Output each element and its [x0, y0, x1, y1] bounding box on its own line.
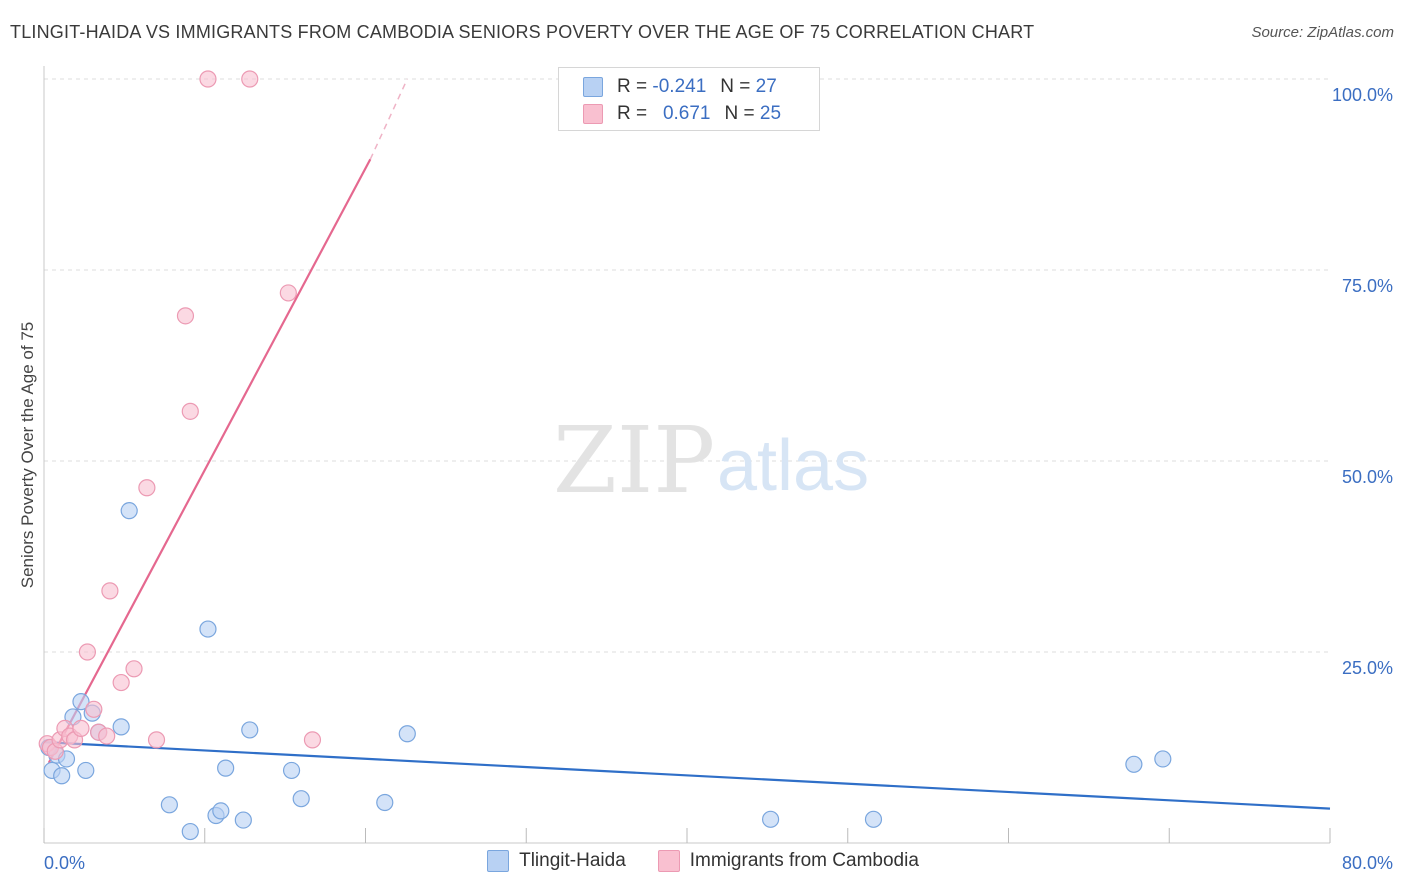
point-cambodia — [176, 307, 195, 325]
legend-row-cambodia: R = 0.671 N = 25 — [583, 102, 781, 126]
point-cambodia — [199, 70, 217, 88]
y-tick-label: 50.0% — [1342, 467, 1393, 487]
watermark: ZIP atlas — [553, 407, 869, 514]
legend-n-value: 25 — [759, 103, 782, 124]
point-tlingit-haida — [160, 796, 178, 814]
x-tick-label: 80.0% — [1342, 853, 1393, 873]
point-tlingit-haida — [1154, 750, 1172, 768]
legend-swatch-blue — [487, 850, 510, 872]
point-tlingit-haida — [398, 725, 416, 743]
point-cambodia — [85, 700, 103, 718]
chart-title: TLINGIT-HAIDA VS IMMIGRANTS FROM CAMBODI… — [10, 22, 1035, 42]
point-tlingit-haida — [120, 502, 138, 520]
point-cambodia — [101, 582, 119, 600]
point-tlingit-haida — [181, 822, 199, 841]
legend-label: Immigrants from Cambodia — [689, 850, 919, 871]
legend-n-label: N = — [724, 103, 755, 124]
legend-swatch-pink — [657, 850, 680, 872]
point-tlingit-haida — [212, 802, 230, 820]
point-cambodia — [138, 479, 156, 497]
point-tlingit-haida — [1125, 755, 1143, 773]
legend-item-cambodia[interactable]: Immigrants from Cambodia — [657, 850, 919, 872]
trend-line-tlingit-haida — [43, 741, 1331, 810]
legend-n-label: N = — [720, 76, 751, 97]
point-cambodia — [112, 673, 130, 692]
point-cambodia — [78, 643, 97, 661]
legend-label: Tlingit-Haida — [519, 850, 626, 871]
trend-lines — [43, 78, 1331, 810]
point-cambodia — [72, 719, 90, 738]
trend-line-cambodia — [47, 158, 372, 764]
legend-r-value: 0.671 — [662, 103, 711, 124]
point-tlingit-haida — [292, 790, 310, 808]
point-cambodia — [303, 731, 322, 749]
x-tick-label: 0.0% — [44, 853, 85, 873]
y-tick-label: 25.0% — [1342, 658, 1393, 678]
point-cambodia — [98, 727, 116, 745]
point-tlingit-haida — [217, 759, 235, 777]
point-tlingit-haida — [72, 693, 90, 711]
legend-item-tlingit-haida[interactable]: Tlingit-Haida — [487, 850, 626, 872]
legend-swatch-blue — [583, 77, 603, 97]
point-tlingit-haida — [241, 721, 259, 739]
legend-n-value: 27 — [755, 76, 777, 97]
axes — [43, 66, 1331, 844]
point-tlingit-haida — [864, 810, 883, 828]
tick-labels: 25.0% 50.0% 75.0% 100.0% 0.0% 80.0% — [44, 85, 1393, 873]
y-tick-label: 75.0% — [1342, 276, 1393, 296]
legend-r-value: -0.241 — [652, 76, 707, 97]
point-cambodia — [181, 402, 199, 420]
trend-line-cambodia-extension — [369, 78, 408, 160]
point-cambodia — [241, 70, 259, 88]
legend-r-label: R = — [617, 76, 648, 97]
point-tlingit-haida — [761, 810, 780, 828]
gridlines — [44, 78, 1330, 653]
y-axis-label: Seniors Poverty Over the Age of 75 — [18, 321, 37, 589]
point-tlingit-haida — [234, 811, 252, 829]
legend-swatch-pink — [583, 104, 603, 124]
legend-row-tlingit-haida: R = -0.241 N = 27 — [583, 75, 777, 99]
source-credit: Source: ZipAtlas.com — [1251, 24, 1394, 41]
point-cambodia — [279, 284, 297, 302]
watermark-zip: ZIP — [553, 407, 715, 514]
point-tlingit-haida — [53, 767, 71, 785]
point-tlingit-haida — [112, 718, 130, 736]
legend-r-label: R = — [617, 103, 648, 124]
point-tlingit-haida — [77, 761, 95, 780]
data-points — [38, 70, 1172, 841]
point-tlingit-haida — [199, 620, 217, 638]
watermark-atlas: atlas — [717, 426, 869, 506]
series-legend: Tlingit-Haida Immigrants from Cambodia — [0, 850, 1406, 872]
y-tick-label: 100.0% — [1332, 85, 1393, 105]
point-tlingit-haida — [376, 793, 394, 812]
point-cambodia — [147, 731, 166, 749]
correlation-legend: R = -0.241 N = 27 R = 0.671 N = 25 — [558, 67, 820, 131]
point-tlingit-haida — [282, 761, 301, 780]
point-cambodia — [125, 660, 143, 678]
